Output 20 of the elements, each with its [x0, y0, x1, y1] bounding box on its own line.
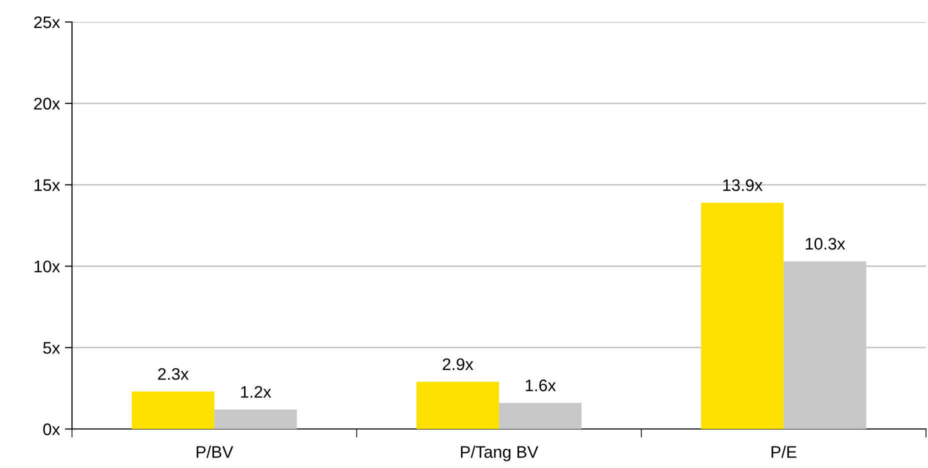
bar: [499, 402, 582, 429]
data-label: 10.3x: [806, 238, 846, 250]
y-tick-label: 20x: [34, 98, 60, 110]
y-tick-label: 0x: [43, 423, 60, 436]
bar: [214, 409, 297, 429]
data-label: 1.6x: [526, 380, 556, 392]
data-label: 1.2x: [241, 386, 272, 398]
bar: [132, 392, 214, 429]
bar: [701, 202, 784, 429]
bar: [416, 382, 499, 429]
y-tick-label: 10x: [34, 260, 60, 272]
data-label: 2.3x: [158, 368, 189, 380]
y-tick-label: 25x: [34, 16, 60, 28]
data-label: 2.9x: [442, 358, 474, 370]
y-tick-label: 5x: [43, 342, 60, 354]
x-tick-label: P/BV: [196, 446, 234, 458]
y-tick-label: 15x: [34, 179, 60, 192]
x-tick-label: P/E: [772, 446, 796, 458]
data-label: 13.9x: [723, 179, 763, 192]
x-tick-label: P/Tang BV: [460, 446, 538, 462]
